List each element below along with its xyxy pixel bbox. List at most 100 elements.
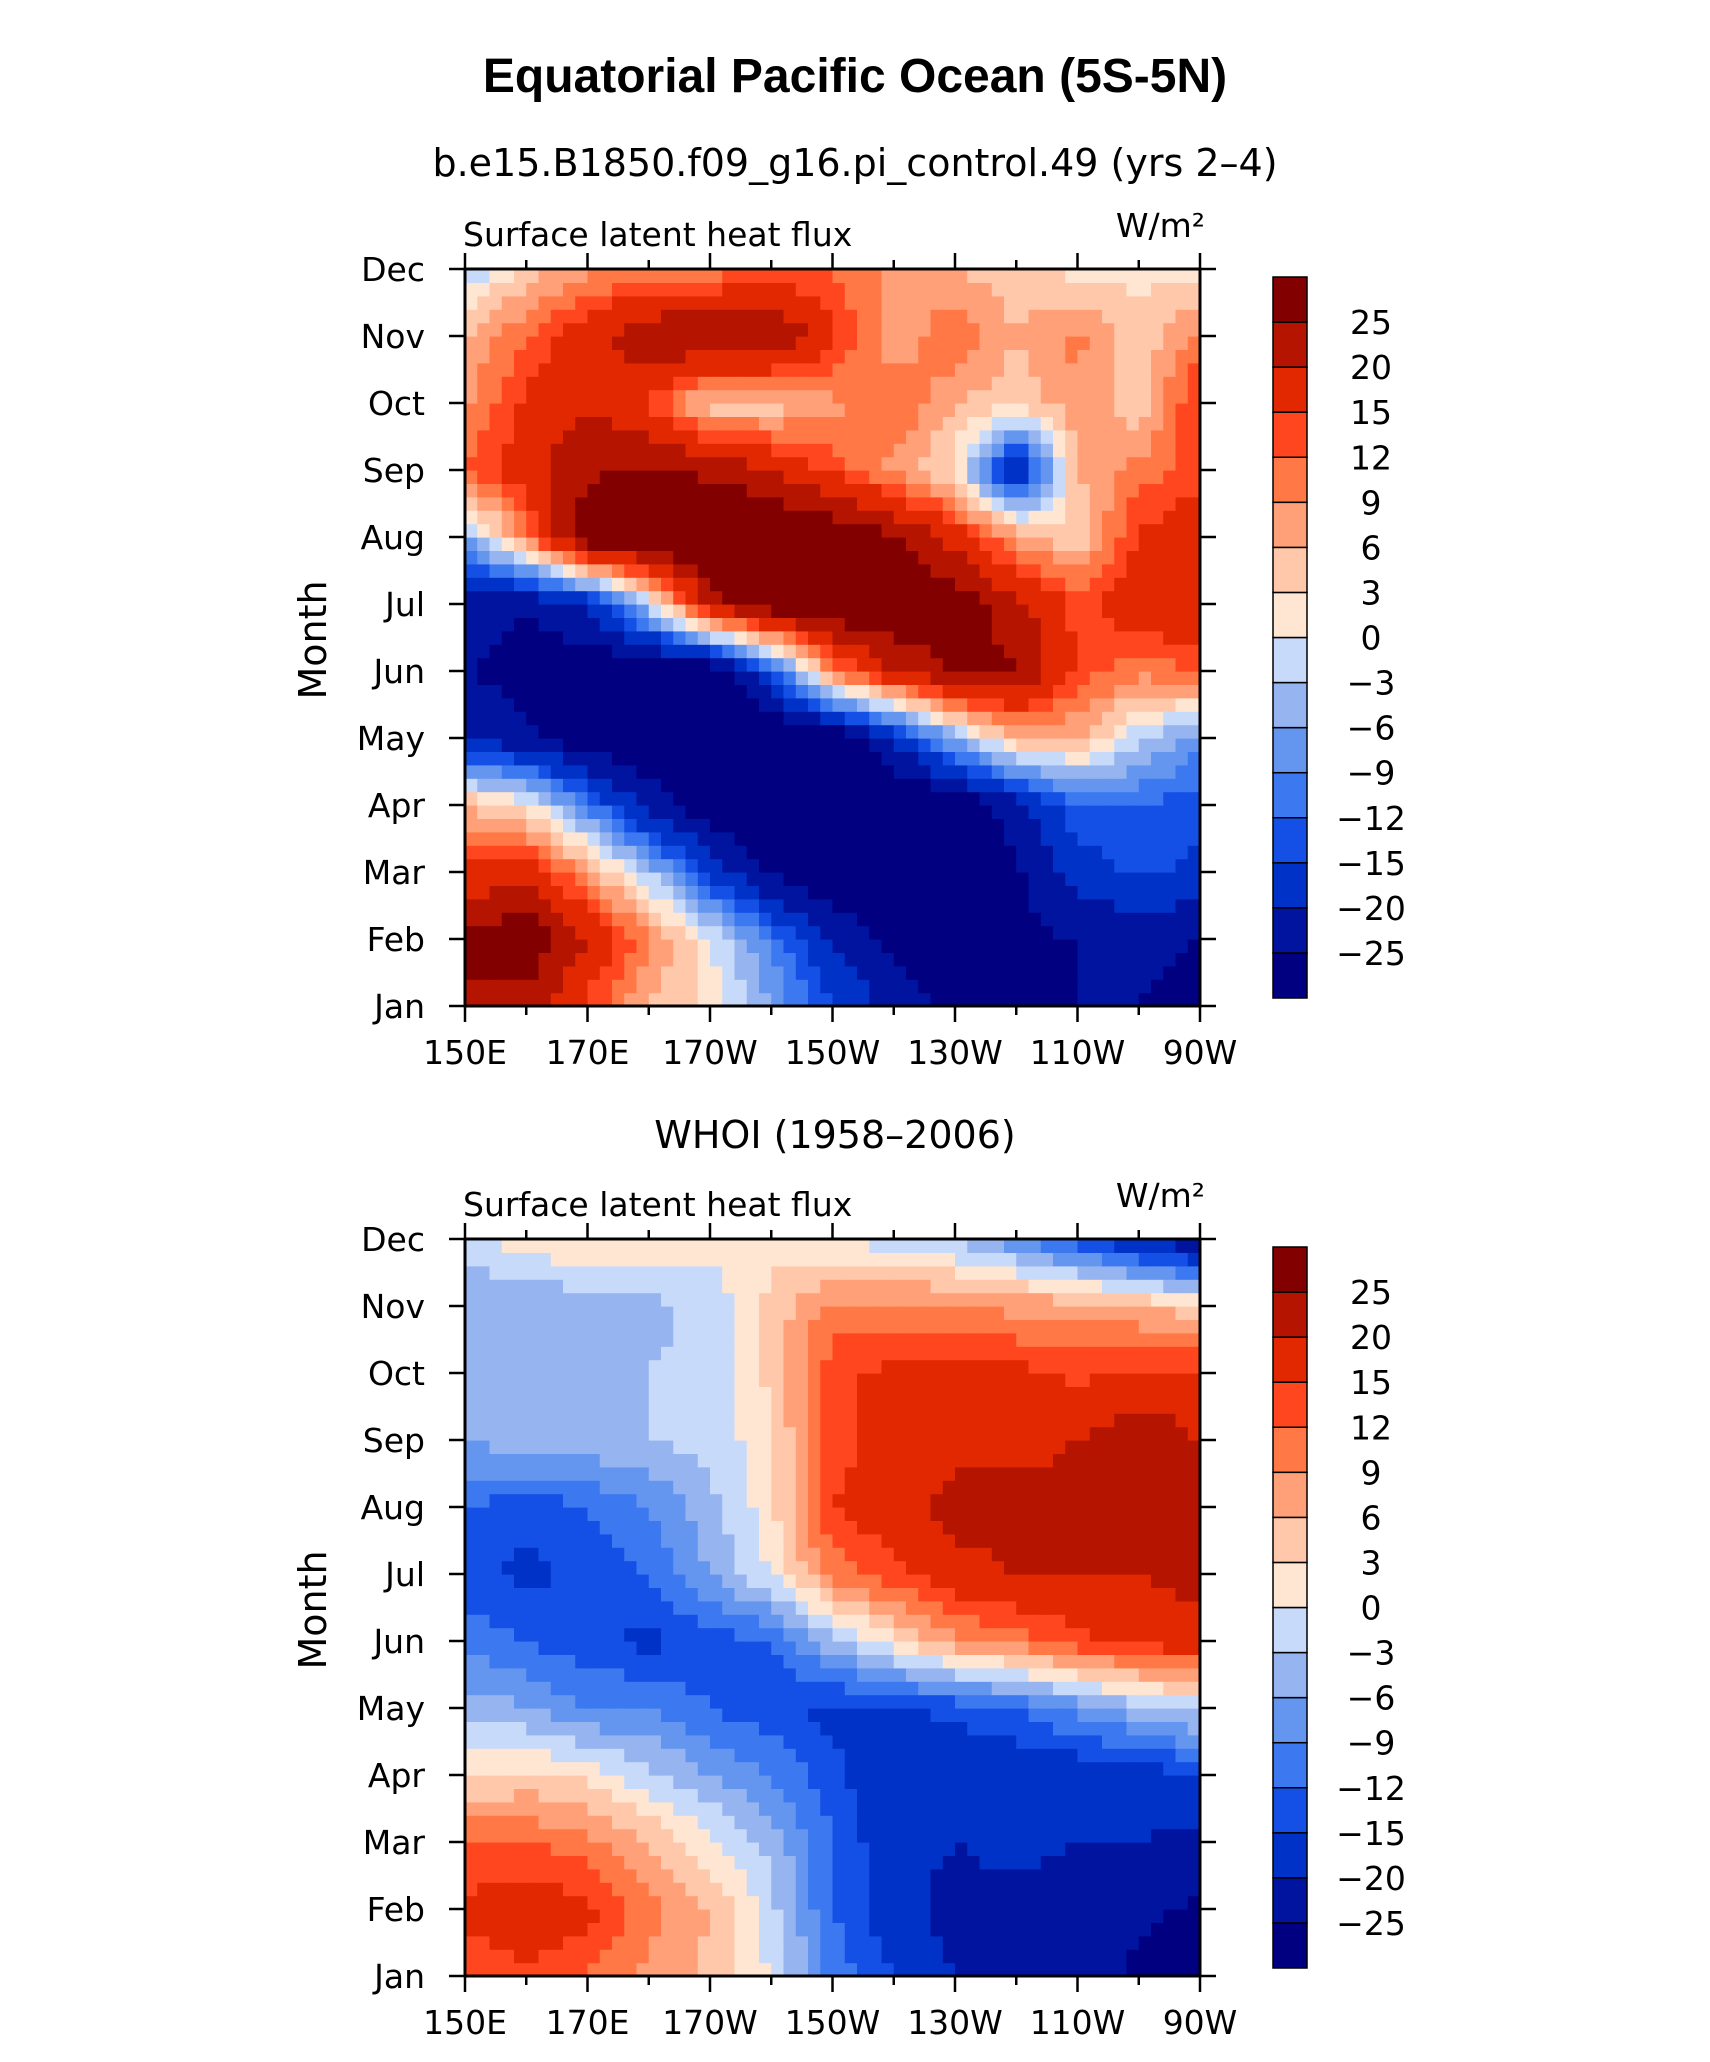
heatmap-cell [795,657,809,672]
heatmap-cell [465,563,478,578]
heatmap-cell [1151,1694,1164,1709]
heatmap-cell [648,925,662,940]
heatmap-cell [820,939,834,953]
heatmap-cell [795,362,809,377]
heatmap-cell [526,1681,540,1696]
heatmap-cell [587,617,601,632]
heatmap-cell [832,858,846,873]
heatmap-cell [612,1788,625,1803]
heatmap-cell [648,1828,662,1843]
heatmap-cell [1151,496,1164,511]
heatmap-cell [501,1815,515,1830]
heatmap-cell [587,1654,601,1669]
heatmap-cell [575,952,589,967]
heatmap-cell [1102,738,1115,752]
heatmap-cell [881,1909,895,1923]
heatmap-cell [918,630,932,645]
heatmap-cell [1065,684,1079,699]
heatmap-cell [710,1708,723,1722]
heatmap-cell [501,872,515,886]
heatmap-cell [1151,376,1164,391]
heatmap-cell [722,1641,736,1655]
heatmap-cell [563,1922,576,1937]
heatmap-cell [1151,563,1164,578]
heatmap-cell [550,952,564,967]
heatmap-cell [906,282,919,297]
heatmap-cell [710,791,723,806]
heatmap-cell [636,1868,650,1883]
heatmap-cell [550,1909,564,1923]
heatmap-cell [857,831,870,846]
heatmap-cell [1102,456,1115,471]
heatmap-cell [673,1641,687,1655]
heatmap-cell [599,1949,613,1964]
heatmap-cell [514,764,527,779]
heatmap-cell [795,1855,809,1870]
heatmap-cell [538,336,552,350]
heatmap-cell [906,965,919,980]
heatmap-cell [550,1801,564,1816]
heatmap-cell [648,965,662,980]
heatmap-cell [697,590,711,605]
heatmap-cell [1138,537,1152,551]
heatmap-cell [538,697,552,712]
heatmap-cell [710,537,723,551]
heatmap-cell [906,590,919,605]
heatmap-cell [783,590,797,605]
heatmap-cell [1065,912,1079,927]
heatmap-cell [1040,965,1054,980]
heatmap-cell [820,1681,834,1696]
heatmap-cell [563,349,576,364]
heatmap-cell [599,537,613,551]
heatmap-cell [538,1895,552,1910]
heatmap-cell [710,510,723,525]
heatmap-cell [967,470,981,484]
heatmap-cell [734,992,748,1007]
heatmap-cell [906,1641,919,1655]
heatmap-cell [563,523,576,538]
heatmap-cell [1040,791,1054,806]
heatmap-cell [526,1667,540,1682]
heatmap-cell [1089,336,1103,350]
heatmap-cell [673,630,687,645]
heatmap-cell [906,1681,919,1696]
heatmap-cell [734,1949,748,1964]
heatmap-cell [857,791,870,806]
heatmap-cell [648,309,662,324]
heatmap-cell [563,858,576,873]
heatmap-cell [893,349,907,364]
heatmap-cell [832,898,846,913]
heatmap-cell [1151,992,1164,1007]
heatmap-cell [514,1842,527,1856]
heatmap-cell [930,738,944,752]
heatmap-cell [967,1641,981,1655]
heatmap-cell [697,791,711,806]
heatmap-cell [722,1895,736,1910]
heatmap-cell [465,965,478,980]
heatmap-cell [1163,496,1177,511]
heatmap-cell [477,1922,491,1937]
heatmap-cell [1028,1708,1042,1722]
heatmap-cell [893,429,907,444]
heatmap-cell [465,979,478,994]
heatmap-cell [844,952,858,967]
heatmap-cell [832,336,846,350]
panel-obs-right-label: W/m² [1116,1176,1205,1215]
heatmap-cell [599,697,613,712]
heatmap-cell [808,858,821,873]
heatmap-cell [942,1748,956,1763]
heatmap-cell [477,1681,491,1696]
heatmap-cell [599,376,613,391]
heatmap-cell [991,831,1005,846]
heatmap-cell [575,1842,589,1856]
heatmap-cell [1053,751,1066,766]
heatmap-cell [538,805,552,819]
heatmap-cell [1040,456,1054,471]
heatmap-cell [722,590,736,605]
heatmap-cell [955,1708,968,1722]
heatmap-cell [563,885,576,900]
heatmap-cell [857,416,870,431]
heatmap-cell [697,429,711,444]
heatmap-cell [734,644,748,659]
heatmap-cell [893,282,907,297]
